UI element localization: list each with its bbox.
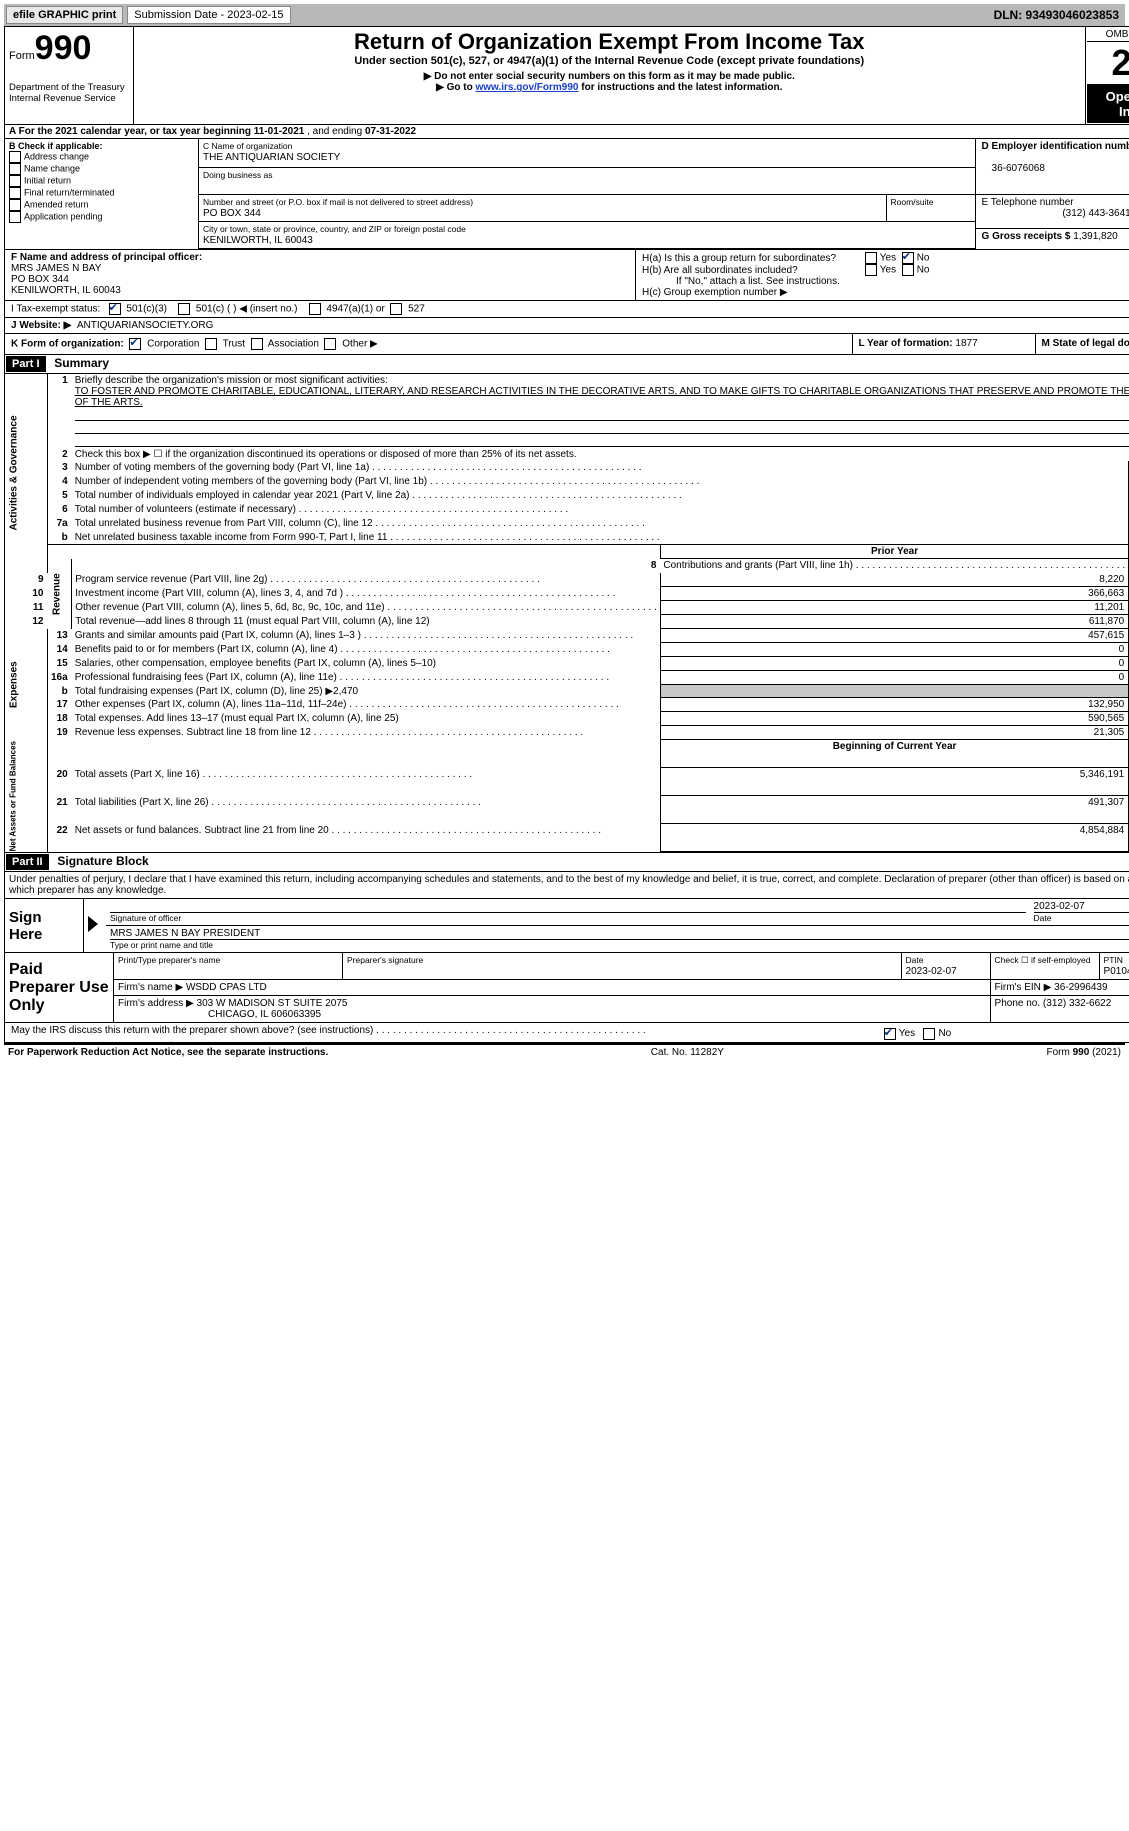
top-bar: efile GRAPHIC print Submission Date - 20…: [4, 4, 1125, 26]
side-netassets: Net Assets or Fund Balances: [5, 740, 48, 852]
sign-here-label: Sign Here: [5, 899, 84, 952]
form-title: Return of Organization Exempt From Incom…: [140, 29, 1079, 55]
form990-link[interactable]: www.irs.gov/Form990: [475, 82, 578, 93]
section-h: H(a) Is this a group return for subordin…: [636, 250, 1129, 300]
org-name-label: C Name of organization: [203, 141, 292, 151]
chk-final-return[interactable]: [9, 187, 21, 199]
part-i-header: Part I: [6, 356, 46, 372]
side-activities: Activities & Governance: [5, 374, 48, 573]
form-subtitle: Under section 501(c), 527, or 4947(a)(1)…: [140, 55, 1079, 67]
gross-receipts-label: G Gross receipts $: [982, 231, 1071, 242]
chk-501c[interactable]: [178, 303, 190, 315]
chk-527[interactable]: [390, 303, 402, 315]
open-to-public: Open to Public Inspection: [1087, 85, 1129, 123]
page-footer: For Paperwork Reduction Act Notice, see …: [4, 1043, 1125, 1060]
section-b: B Check if applicable: Address change Na…: [5, 139, 199, 249]
section-m: M State of legal domicile: IL: [1035, 334, 1129, 354]
chk-501c3[interactable]: [109, 303, 121, 315]
chk-4947[interactable]: [309, 303, 321, 315]
irs-label: Internal Revenue Service: [9, 93, 129, 104]
dba-label: Doing business as: [203, 170, 272, 180]
org-name: THE ANTIQUARIAN SOCIETY: [203, 152, 340, 163]
instr-link: ▶ Go to www.irs.gov/Form990 for instruct…: [140, 82, 1079, 93]
efile-print-button[interactable]: efile GRAPHIC print: [6, 6, 123, 24]
street-label: Number and street (or P.O. box if mail i…: [203, 197, 473, 207]
side-revenue: Revenue: [48, 559, 72, 629]
section-k: K Form of organization: Corporation Trus…: [5, 334, 852, 354]
chk-trust[interactable]: [205, 338, 217, 350]
omb-number: OMB No. 1545-0047: [1087, 28, 1129, 42]
dept-treasury: Department of the Treasury: [9, 82, 129, 93]
part-ii-title: Signature Block: [51, 854, 148, 868]
officer-name-title: MRS JAMES N BAY PRESIDENT: [110, 928, 260, 939]
chk-application-pending[interactable]: [9, 211, 21, 223]
part-ii-header: Part II: [6, 854, 49, 870]
submission-date: Submission Date - 2023-02-15: [127, 6, 290, 24]
instr-ssn: ▶ Do not enter social security numbers o…: [140, 71, 1079, 82]
chk-corp[interactable]: [129, 338, 141, 350]
chk-address-change[interactable]: [9, 151, 21, 163]
section-f: F Name and address of principal officer:…: [5, 250, 636, 300]
chk-other[interactable]: [324, 338, 336, 350]
city-value: KENILWORTH, IL 60043: [203, 235, 313, 246]
penalty-statement: Under penalties of perjury, I declare th…: [5, 872, 1129, 899]
street-value: PO BOX 344: [203, 208, 261, 219]
part-i-title: Summary: [48, 356, 109, 370]
section-j: J Website: ▶ ANTIQUARIANSOCIETY.ORG: [5, 318, 1129, 334]
ein-label: D Employer identification number: [982, 141, 1129, 152]
chk-amended-return[interactable]: [9, 199, 21, 211]
side-expenses: Expenses: [5, 629, 48, 740]
section-a: A For the 2021 calendar year, or tax yea…: [5, 125, 1129, 139]
tax-year: 2021: [1087, 42, 1129, 85]
chk-discuss-no[interactable]: [923, 1028, 935, 1040]
city-label: City or town, state or province, country…: [203, 224, 466, 234]
form-990: Form990 Department of the Treasury Inter…: [4, 26, 1129, 1043]
gross-receipts-value: 1,391,820: [1073, 231, 1118, 242]
chk-assoc[interactable]: [251, 338, 263, 350]
chk-ha-no[interactable]: [902, 252, 914, 264]
chk-hb-yes[interactable]: [865, 264, 877, 276]
sign-arrow-icon: [88, 916, 98, 932]
chk-initial-return[interactable]: [9, 175, 21, 187]
chk-hb-no[interactable]: [902, 264, 914, 276]
room-label: Room/suite: [891, 197, 934, 207]
section-i: I Tax-exempt status: 501(c)(3) 501(c) ( …: [5, 301, 1129, 318]
section-l: L Year of formation: 1877: [852, 334, 1035, 354]
phone-value: (312) 443-3641: [982, 208, 1129, 219]
mission-text: TO FOSTER AND PROMOTE CHARITABLE, EDUCAT…: [75, 386, 1129, 408]
chk-name-change[interactable]: [9, 163, 21, 175]
form-number: Form990: [9, 29, 129, 68]
phone-label: E Telephone number: [982, 197, 1074, 208]
chk-ha-yes[interactable]: [865, 252, 877, 264]
ein-value: 36-6076068: [982, 163, 1045, 174]
paid-preparer-label: Paid Preparer Use Only: [5, 953, 114, 1022]
dln: DLN: 93493046023853: [994, 8, 1123, 22]
chk-discuss-yes[interactable]: [884, 1028, 896, 1040]
